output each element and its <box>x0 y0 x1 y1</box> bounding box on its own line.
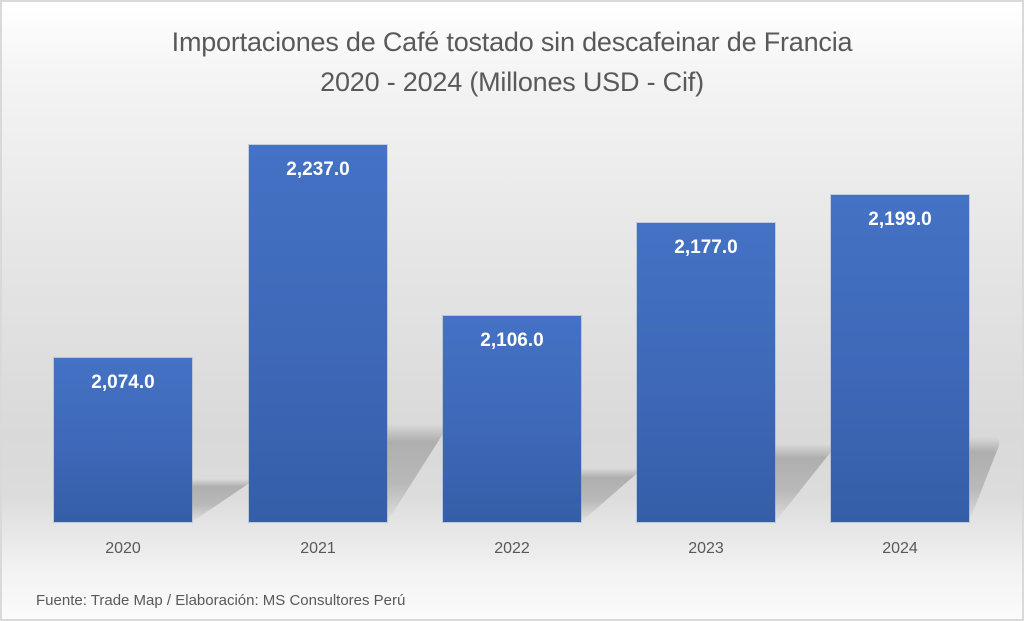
bar-shadow <box>192 479 249 522</box>
x-axis-label: 2020 <box>105 540 141 557</box>
data-label: 2,074.0 <box>91 372 155 393</box>
bar-2023: 2,177.0 <box>637 223 775 522</box>
chart-title: Importaciones de Café tostado sin descaf… <box>0 22 1024 102</box>
chart-title-line2: 2020 - 2024 (Millones USD - Cif) <box>320 67 704 97</box>
data-label: 2,237.0 <box>286 159 350 180</box>
data-label: 2,106.0 <box>480 330 544 351</box>
chart-title-line1: Importaciones de Café tostado sin descaf… <box>171 27 853 57</box>
bar-2021: 2,237.0 <box>249 145 387 522</box>
bar-shadow <box>969 437 999 522</box>
bar-shadow <box>581 468 637 522</box>
data-label: 2,199.0 <box>868 209 932 230</box>
bar-2020: 2,074.0 <box>54 358 192 522</box>
bar-shadow <box>775 444 831 522</box>
bar-2022: 2,106.0 <box>443 316 581 522</box>
x-axis-label: 2022 <box>494 540 530 557</box>
x-axis-label: 2024 <box>882 540 918 557</box>
source-note: Fuente: Trade Map / Elaboración: MS Cons… <box>36 592 406 609</box>
x-axis-label: 2021 <box>300 540 336 557</box>
x-axis-label: 2023 <box>688 540 724 557</box>
bar-2024: 2,199.0 <box>831 195 969 522</box>
data-label: 2,177.0 <box>674 237 738 258</box>
bar-shadow <box>387 424 443 522</box>
